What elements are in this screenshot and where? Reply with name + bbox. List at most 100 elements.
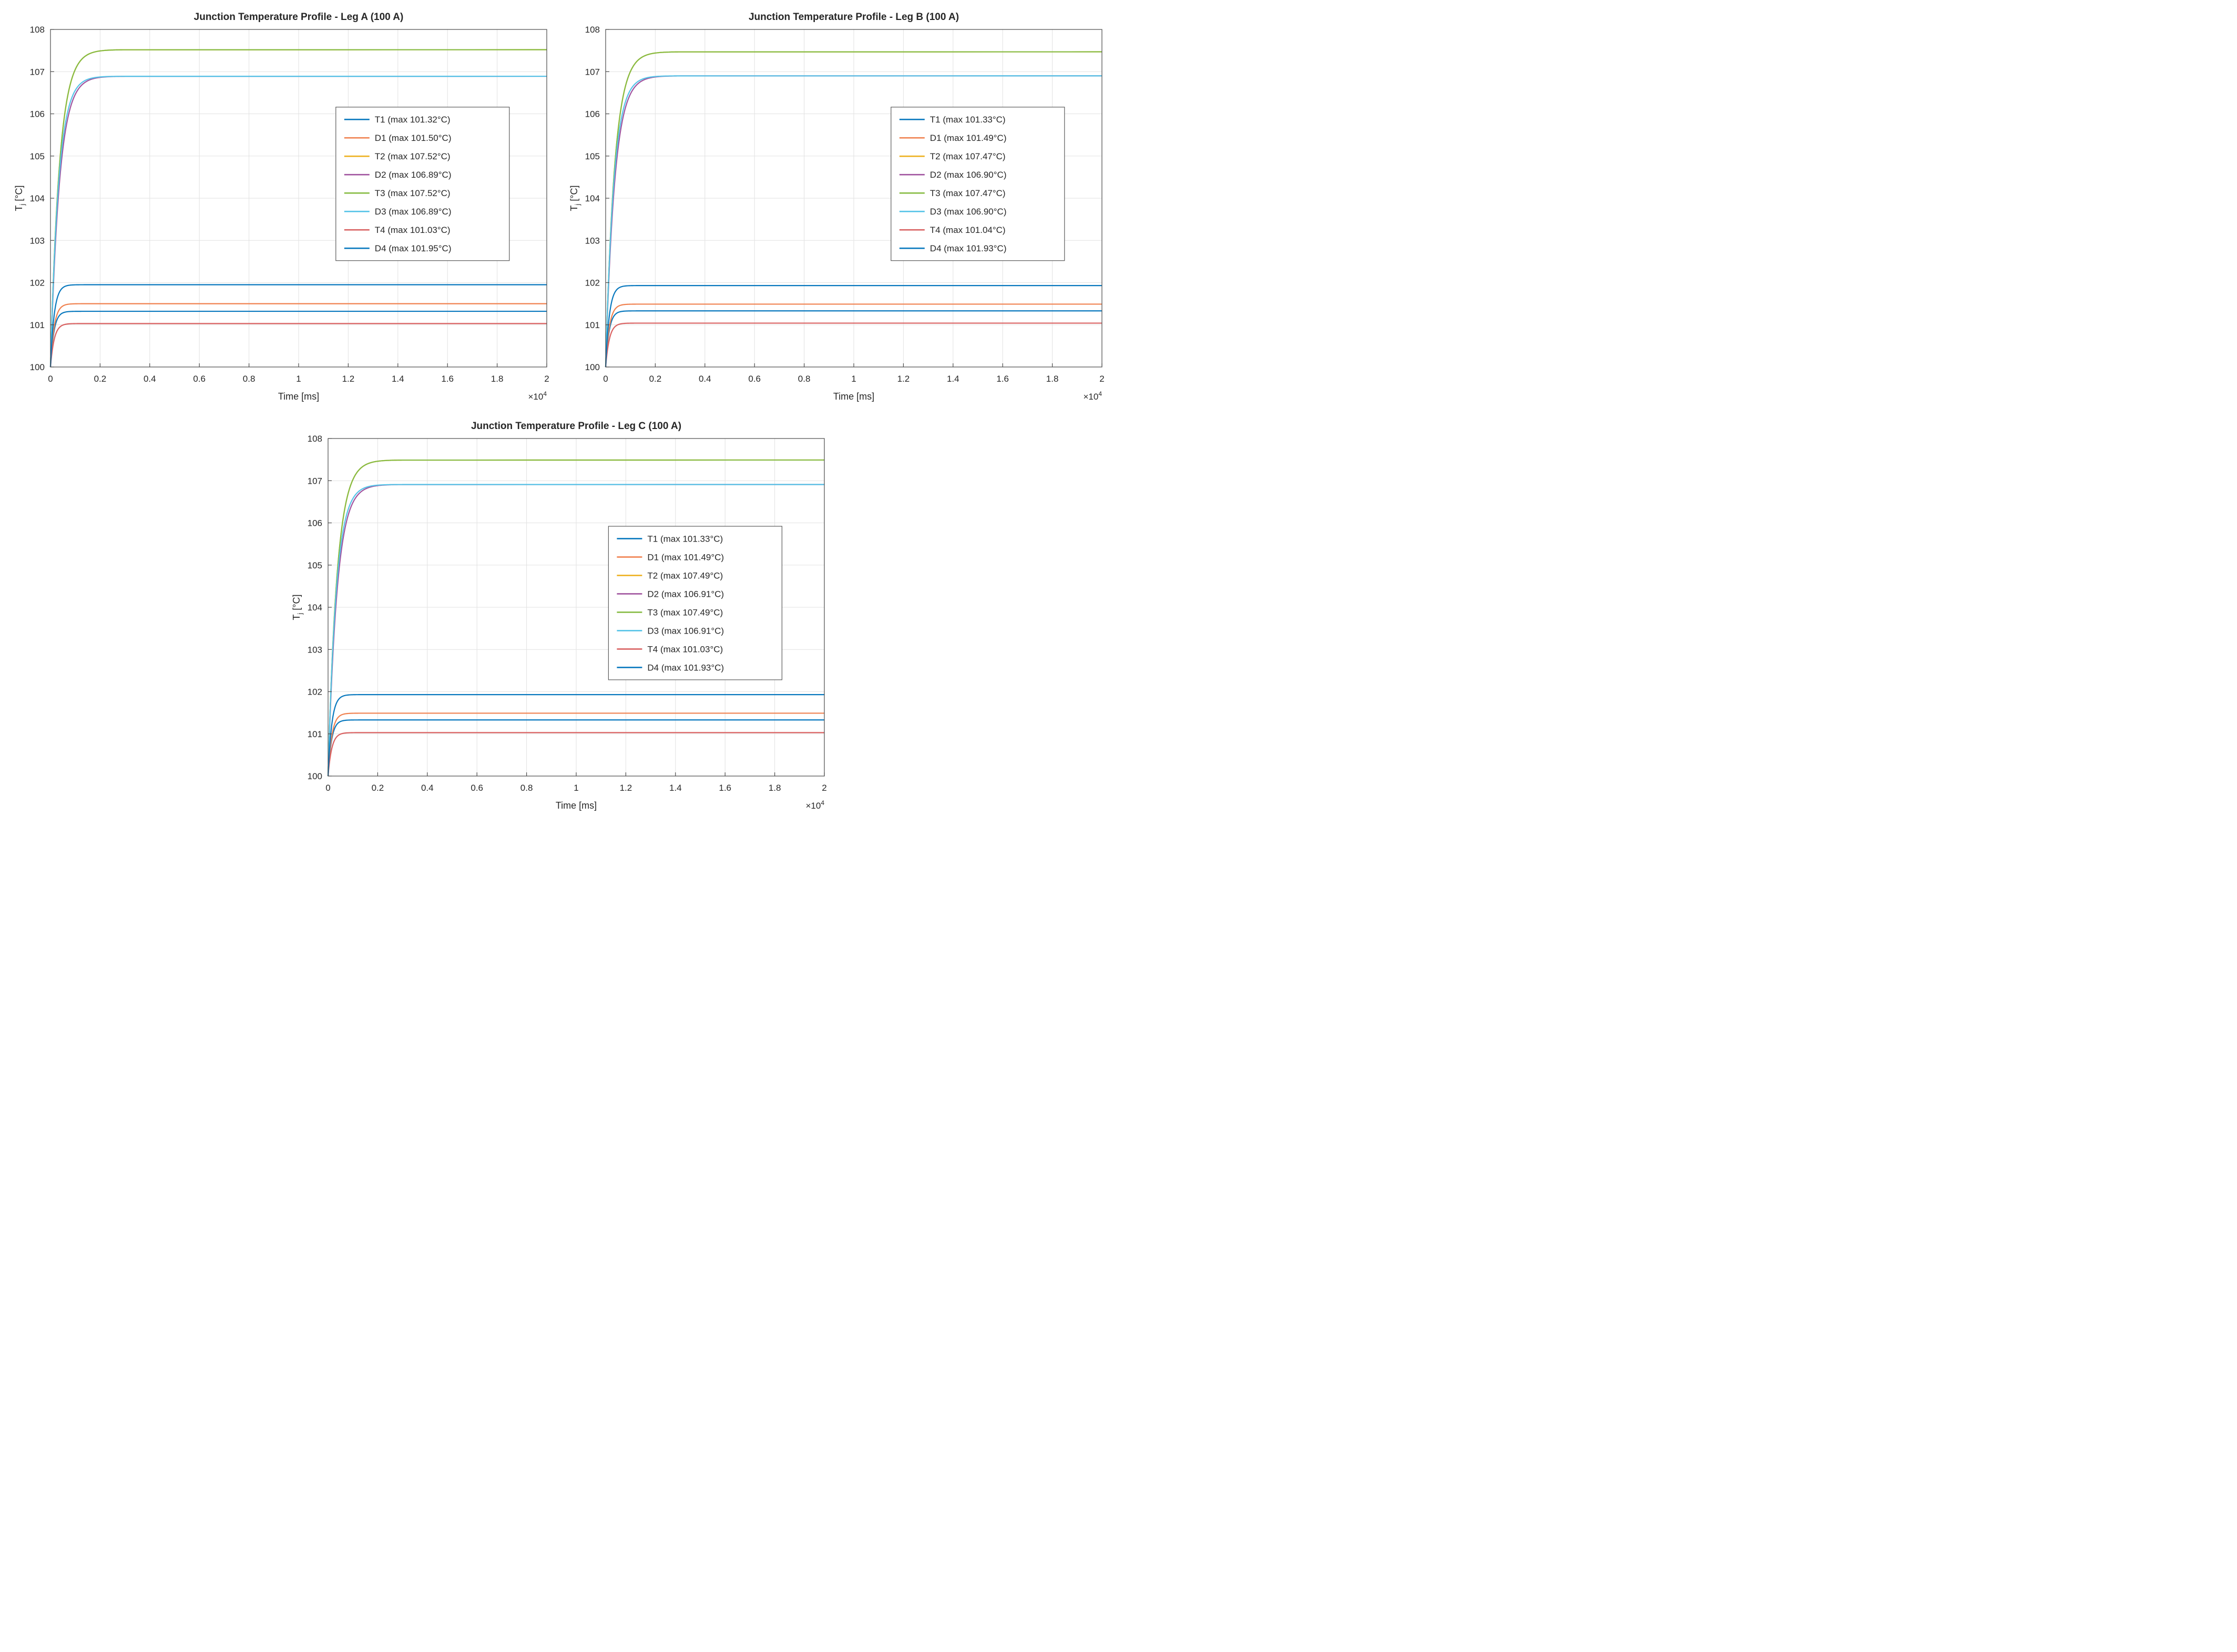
legend-label-T3: T3 (max 107.49°C) (647, 607, 723, 617)
series-line-T1 (49, 310, 547, 368)
x-tick-label: 1.2 (620, 783, 632, 793)
x-tick-label: 0.6 (471, 783, 483, 793)
series-line-T3 (327, 459, 825, 777)
figure-canvas: 0 0.2 0.4 0.6 0.8 1 1.2 1.4 1.6 1.8 2 100 101 102 103 1… (0, 0, 1119, 829)
series-line-T4 (605, 322, 1102, 368)
tick-marks (605, 29, 1102, 368)
legend-label-D3: D3 (max 106.90°C) (930, 207, 1007, 217)
x-tick-label: 0.2 (649, 374, 662, 384)
x-tick-label: 2 (1099, 374, 1104, 384)
x-tick-label: 0.8 (798, 374, 811, 384)
legend-label-D4: D4 (max 101.95°C) (375, 243, 452, 253)
y-tick-label: 104 (585, 193, 600, 203)
legend: T1 (max 101.32°C) D1 (max 101.50°C) T2 (ma… (335, 107, 510, 261)
y-axis-label: Tj [°C] (14, 185, 26, 211)
legend-label-D3: D3 (max 106.89°C) (375, 207, 452, 217)
legend-label-T2: T2 (max 107.49°C) (647, 570, 723, 580)
x-tick-label: 1.2 (342, 374, 355, 384)
x-tick-label: 1.8 (769, 783, 781, 793)
x-tick-label: 0.8 (243, 374, 256, 384)
y-tick-label: 101 (585, 320, 600, 330)
y-tick-label: 108 (308, 434, 322, 444)
x-axis-exponent: ×104 (805, 799, 824, 811)
top-row: 0 0.2 0.4 0.6 0.8 1 1.2 1.4 1.6 1.8 2 100 101 102 103 1… (0, 4, 1119, 413)
chart-leg-c: 0 0.2 0.4 0.6 0.8 1 1.2 1.4 1.6 1.8 2 100 101 102 103 1… (286, 413, 833, 822)
series-line-D1 (49, 303, 547, 368)
x-tick-label: 1.8 (491, 374, 504, 384)
x-tick-label: 1.8 (1046, 374, 1059, 384)
legend-label-D2: D2 (max 106.90°C) (930, 170, 1007, 180)
y-tick-label: 105 (585, 151, 600, 161)
x-tick-label: 0.8 (520, 783, 533, 793)
legend-label-D3: D3 (max 106.91°C) (647, 626, 724, 636)
x-tick-label: 0.4 (699, 374, 711, 384)
x-tick-label: 2 (544, 374, 549, 384)
x-axis-exponent: ×104 (528, 390, 547, 402)
y-tick-label: 106 (308, 518, 322, 528)
series-line-D4 (49, 284, 547, 368)
chart-leg-b: 0 0.2 0.4 0.6 0.8 1 1.2 1.4 1.6 1.8 2 100 101 102 103 1… (564, 4, 1110, 413)
x-axis-label: Time [ms] (833, 391, 874, 402)
legend-label-T2: T2 (max 107.47°C) (930, 151, 1006, 161)
legend-label-T3: T3 (max 107.47°C) (930, 188, 1006, 198)
y-tick-label: 102 (585, 278, 600, 288)
x-tick-label: 1.4 (669, 783, 682, 793)
chart-canvas: 0 0.2 0.4 0.6 0.8 1 1.2 1.4 1.6 1.8 2 100 101 102 103 1… (564, 4, 1110, 413)
x-axis-label: Time [ms] (556, 800, 597, 811)
legend-label-T4: T4 (max 101.04°C) (930, 225, 1006, 235)
y-tick-label: 107 (585, 67, 600, 77)
series-line-D4 (605, 285, 1102, 368)
y-axis-label: Tj [°C] (569, 185, 581, 211)
y-tick-label: 104 (308, 603, 322, 613)
x-tick-label: 0.2 (94, 374, 107, 384)
x-tick-label: 0.2 (372, 783, 384, 793)
x-tick-label: 1.6 (996, 374, 1009, 384)
chart-title: Junction Temperature Profile - Leg A (10… (194, 12, 404, 23)
legend-label-T3: T3 (max 107.52°C) (375, 188, 451, 198)
legend-box (891, 107, 1065, 261)
y-tick-label: 105 (30, 151, 45, 161)
legend-label-D4: D4 (max 101.93°C) (647, 662, 724, 672)
y-tick-label: 106 (30, 109, 45, 119)
y-tick-label: 100 (30, 362, 45, 372)
y-axis-label: Tj [°C] (291, 594, 304, 620)
bottom-row: 0 0.2 0.4 0.6 0.8 1 1.2 1.4 1.6 1.8 2 100 101 102 103 1… (0, 413, 1119, 822)
legend-label-T4: T4 (max 101.03°C) (647, 644, 723, 654)
series-line-D3 (605, 75, 1102, 368)
series-line-T4 (49, 323, 547, 368)
x-tick-label: 2 (822, 783, 826, 793)
chart-leg-a: 0 0.2 0.4 0.6 0.8 1 1.2 1.4 1.6 1.8 2 100 101 102 103 1… (8, 4, 555, 413)
legend-label-T4: T4 (max 101.03°C) (375, 225, 451, 235)
y-tick-label: 105 (308, 560, 322, 570)
chart-canvas: 0 0.2 0.4 0.6 0.8 1 1.2 1.4 1.6 1.8 2 100 101 102 103 1… (286, 413, 833, 822)
x-tick-label: 1.2 (897, 374, 910, 384)
x-tick-label: 0 (48, 374, 53, 384)
y-tick-label: 108 (585, 25, 600, 35)
x-tick-label: 0.6 (748, 374, 761, 384)
series-line-T3 (49, 49, 547, 368)
y-tick-label: 100 (308, 771, 322, 781)
tick-marks (328, 438, 825, 777)
series-line-D4 (327, 694, 824, 777)
series-lines (605, 51, 1102, 368)
series-line-D3 (327, 484, 825, 777)
x-tick-label: 1 (574, 783, 578, 793)
y-tick-label: 102 (30, 278, 45, 288)
y-tick-label: 101 (308, 729, 322, 739)
x-axis-exponent: ×104 (1083, 390, 1102, 402)
series-line-T4 (327, 732, 824, 777)
y-tick-label: 101 (30, 320, 45, 330)
legend-label-T1: T1 (max 101.33°C) (930, 115, 1006, 125)
legend-label-T1: T1 (max 101.33°C) (647, 534, 723, 544)
series-lines (327, 459, 825, 777)
legend: T1 (max 101.33°C) D1 (max 101.49°C) T2 (ma… (608, 526, 783, 680)
y-tick-label: 103 (585, 236, 600, 246)
y-tick-label: 103 (30, 236, 45, 246)
y-tick-label: 102 (308, 687, 322, 697)
y-tick-label: 108 (30, 25, 45, 35)
series-line-T1 (327, 719, 824, 777)
x-tick-label: 1.6 (719, 783, 731, 793)
legend-label-D1: D1 (max 101.49°C) (647, 552, 724, 562)
legend-label-D1: D1 (max 101.49°C) (930, 133, 1007, 143)
legend-box (608, 526, 783, 680)
